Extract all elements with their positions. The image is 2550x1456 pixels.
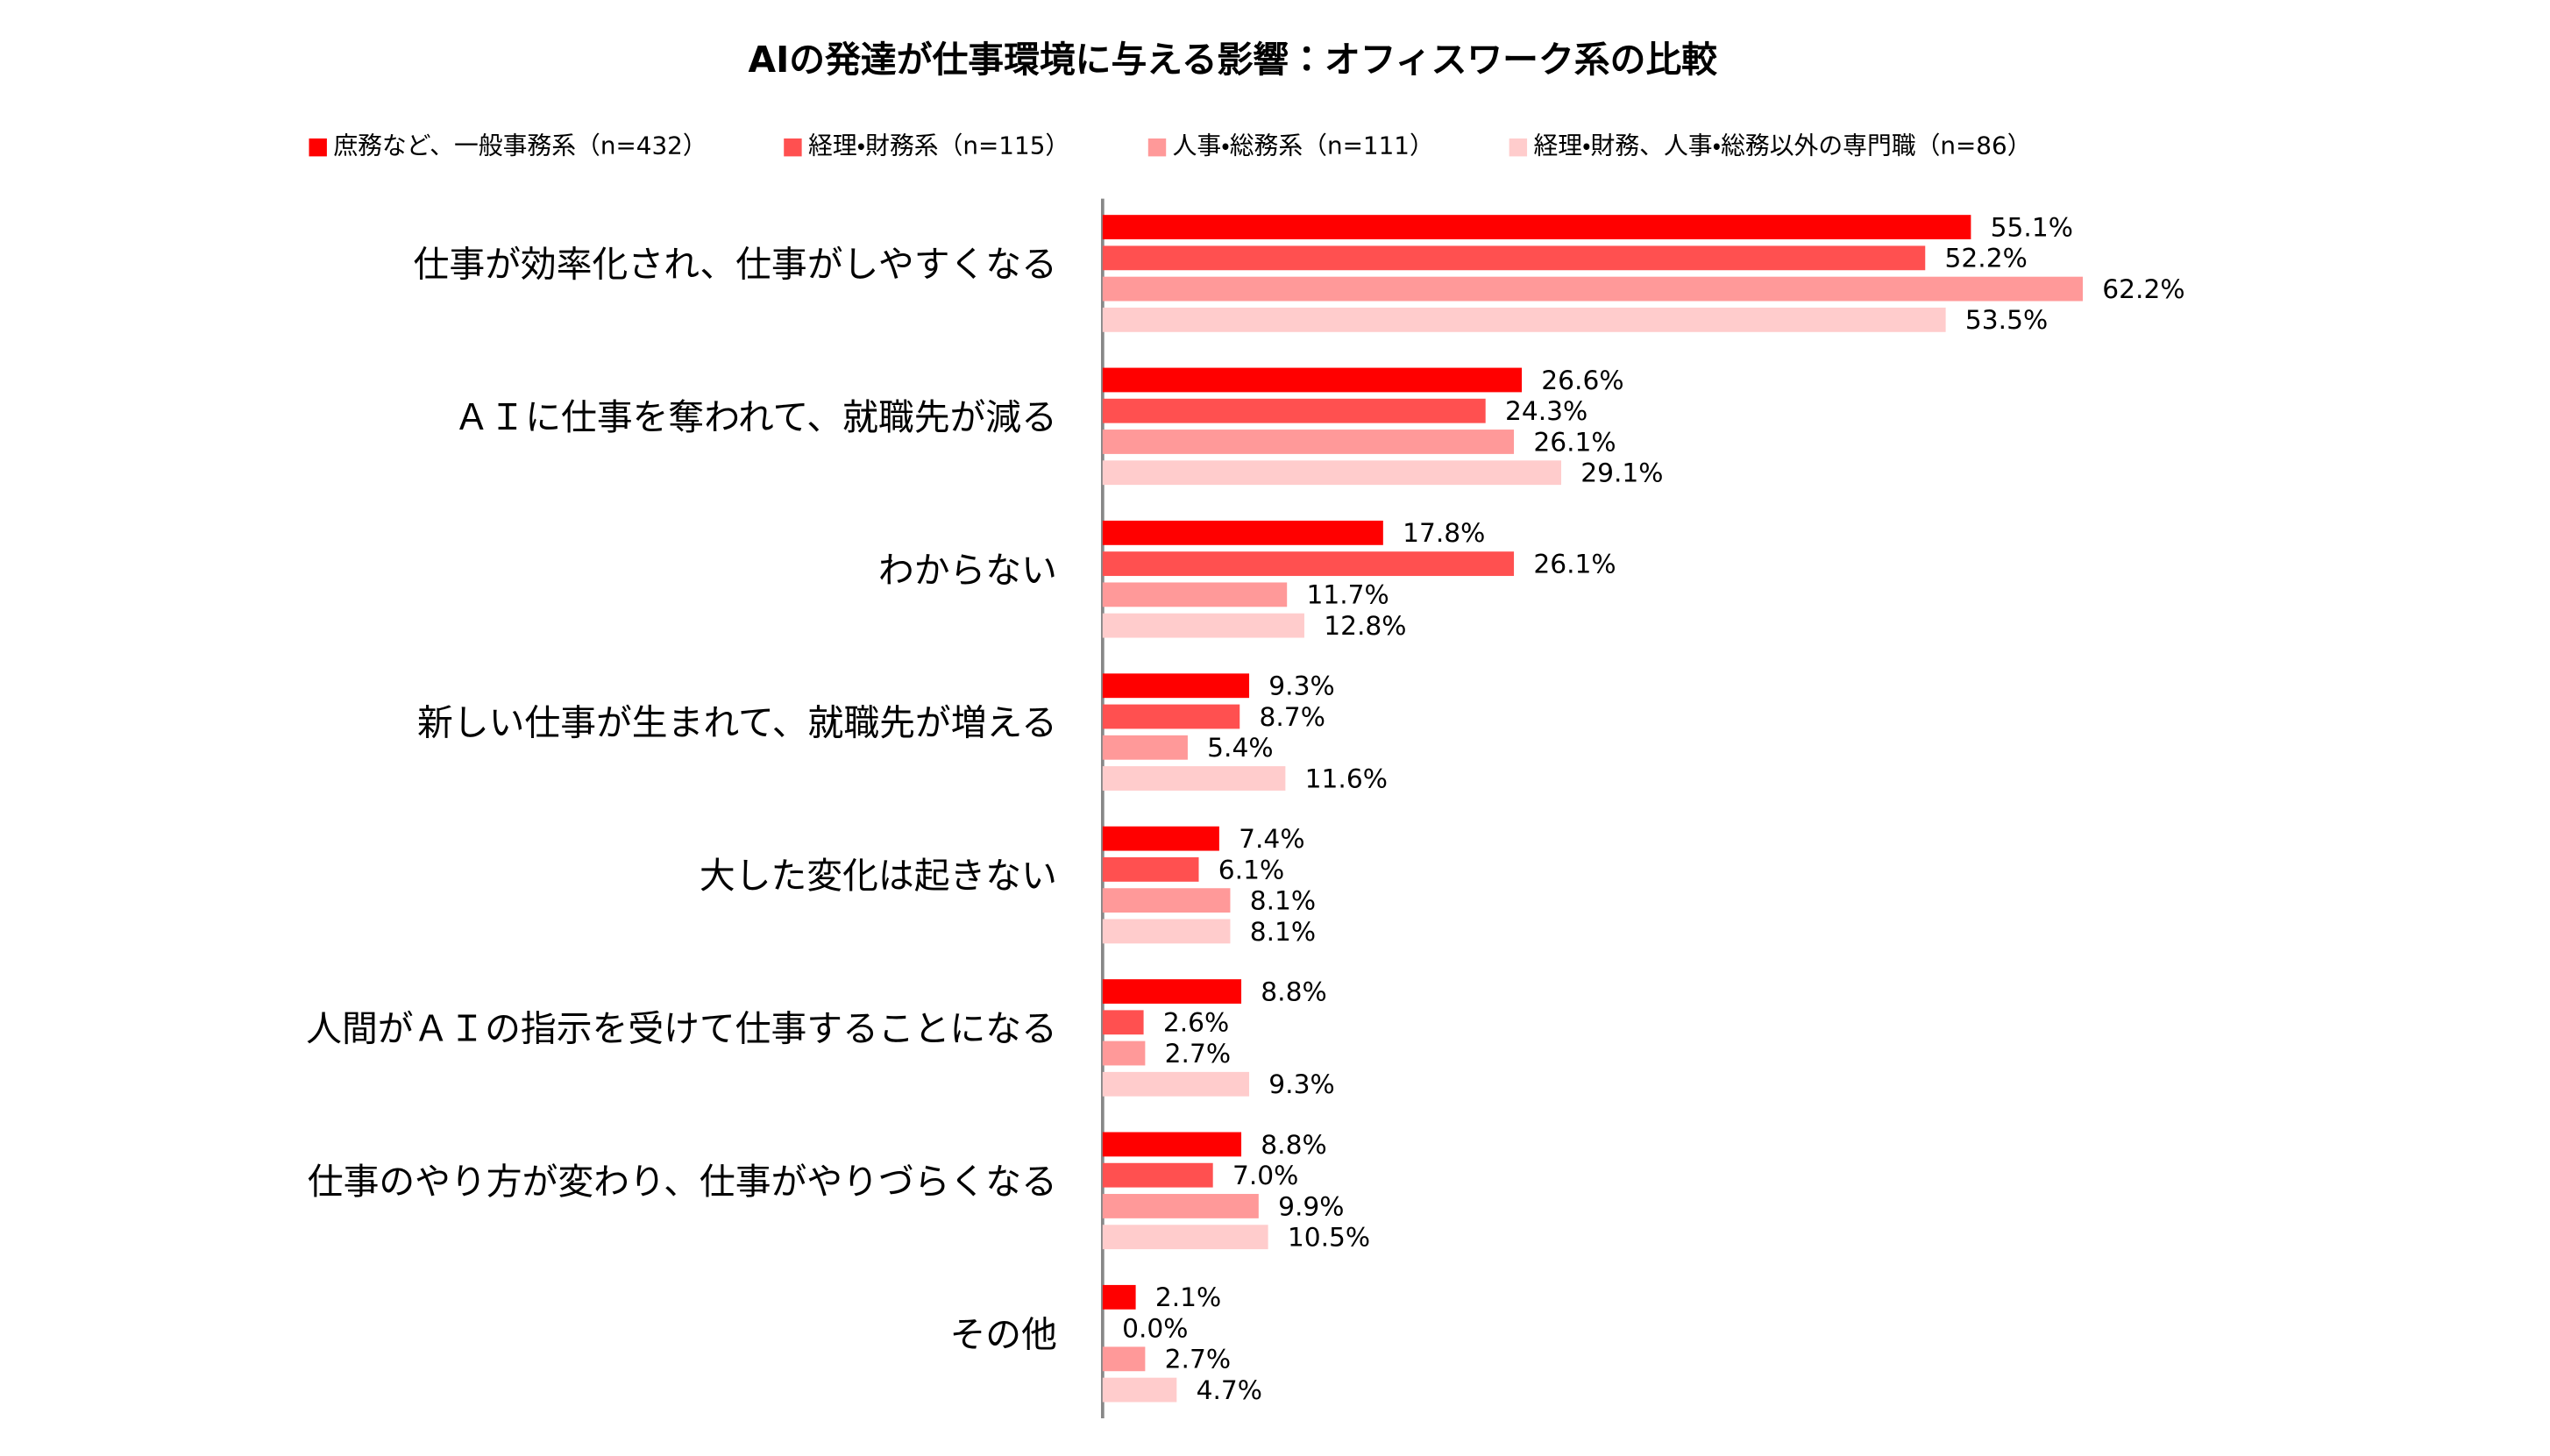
value-label: 52.2% <box>1945 243 2028 273</box>
value-label: 8.8% <box>1261 1129 1326 1160</box>
value-label: 7.4% <box>1239 823 1304 854</box>
value-label: 24.3% <box>1505 395 1588 426</box>
value-label: 9.9% <box>1278 1190 1344 1221</box>
category-label: 大した変化は起きない <box>700 855 1057 897</box>
value-label: 12.8% <box>1324 610 1406 641</box>
bar <box>1102 1225 1268 1250</box>
bar <box>1102 1010 1144 1035</box>
value-label: 8.8% <box>1261 976 1326 1006</box>
value-label: 8.7% <box>1260 701 1325 732</box>
value-label: 2.1% <box>1155 1282 1221 1312</box>
bar <box>1102 1162 1213 1188</box>
bar <box>1102 367 1523 393</box>
value-label: 2.7% <box>1165 1344 1231 1374</box>
legend-label: 庶務など、一般事務系（n=432） <box>333 131 707 160</box>
legend-swatch <box>1509 138 1528 157</box>
category-label: 仕事が効率化され、仕事がしやすくなる <box>414 244 1057 286</box>
value-label: 62.2% <box>2102 273 2184 304</box>
bar <box>1102 307 1946 332</box>
bar <box>1102 856 1199 882</box>
value-label: 26.1% <box>1533 426 1616 457</box>
bar <box>1102 551 1515 577</box>
value-label: 4.7% <box>1197 1374 1262 1405</box>
value-label: 8.1% <box>1250 885 1316 916</box>
bar <box>1102 704 1240 729</box>
bar <box>1102 1377 1177 1403</box>
category-label: わからない <box>878 549 1057 591</box>
category-label: 人間がＡＩの指示を受けて仕事することになる <box>306 1008 1057 1050</box>
legend-swatch <box>309 138 327 157</box>
bar <box>1102 1041 1146 1066</box>
bar <box>1102 460 1561 486</box>
legend-label: 経理・財務、人事・総務以外の専門職（n=86） <box>1533 131 2031 160</box>
bar <box>1102 735 1188 760</box>
value-label: 9.3% <box>1268 1069 1334 1099</box>
bar <box>1102 1284 1136 1310</box>
value-label: 2.6% <box>1163 1007 1229 1038</box>
category-label: その他 <box>950 1313 1057 1355</box>
category-label: 新しい仕事が生まれて、就職先が増える <box>417 702 1057 744</box>
value-label: 0.0% <box>1122 1312 1188 1343</box>
value-label: 6.1% <box>1218 854 1284 884</box>
value-label: 26.1% <box>1533 548 1616 579</box>
bar <box>1102 1132 1242 1157</box>
bar <box>1102 276 2084 302</box>
bar <box>1102 826 1219 851</box>
bar <box>1102 888 1231 913</box>
value-label: 9.3% <box>1268 671 1334 701</box>
bar <box>1102 1346 1146 1372</box>
value-label: 10.5% <box>1288 1222 1370 1253</box>
category-label: 仕事のやり方が変わり、仕事がやりづらくなる <box>308 1161 1057 1203</box>
bar <box>1102 673 1250 699</box>
category-label: ＡＩに仕事を奪われて、就職先が減る <box>454 396 1057 438</box>
chart-title: AIの発達が仕事環境に与える影響：オフィスワーク系の比較 <box>749 39 1718 81</box>
bar <box>1102 919 1231 944</box>
value-label: 53.5% <box>1965 304 2048 335</box>
bar <box>1102 430 1515 454</box>
bar <box>1102 1194 1259 1218</box>
value-label: 7.0% <box>1232 1160 1298 1190</box>
legend-swatch <box>784 138 802 157</box>
bar <box>1102 245 1926 271</box>
bar <box>1102 520 1383 545</box>
value-label: 17.8% <box>1403 517 1485 548</box>
value-label: 5.4% <box>1207 732 1273 763</box>
bar <box>1102 215 1971 240</box>
bar <box>1102 613 1304 638</box>
value-label: 26.6% <box>1541 365 1623 395</box>
bar <box>1102 582 1288 607</box>
value-label: 55.1% <box>1991 211 2073 242</box>
legend-label: 経理・財務系（n=115） <box>808 131 1069 160</box>
bar <box>1102 1071 1250 1097</box>
bar <box>1102 398 1486 423</box>
legend-swatch <box>1147 138 1167 157</box>
value-label: 8.1% <box>1250 916 1316 947</box>
value-label: 2.7% <box>1165 1038 1231 1069</box>
bar <box>1102 766 1286 791</box>
bar <box>1102 979 1242 1004</box>
value-label: 29.1% <box>1580 458 1663 488</box>
value-label: 11.6% <box>1305 763 1388 793</box>
legend-label: 人事・総務系（n=111） <box>1173 131 1434 160</box>
value-label: 11.7% <box>1306 579 1389 610</box>
